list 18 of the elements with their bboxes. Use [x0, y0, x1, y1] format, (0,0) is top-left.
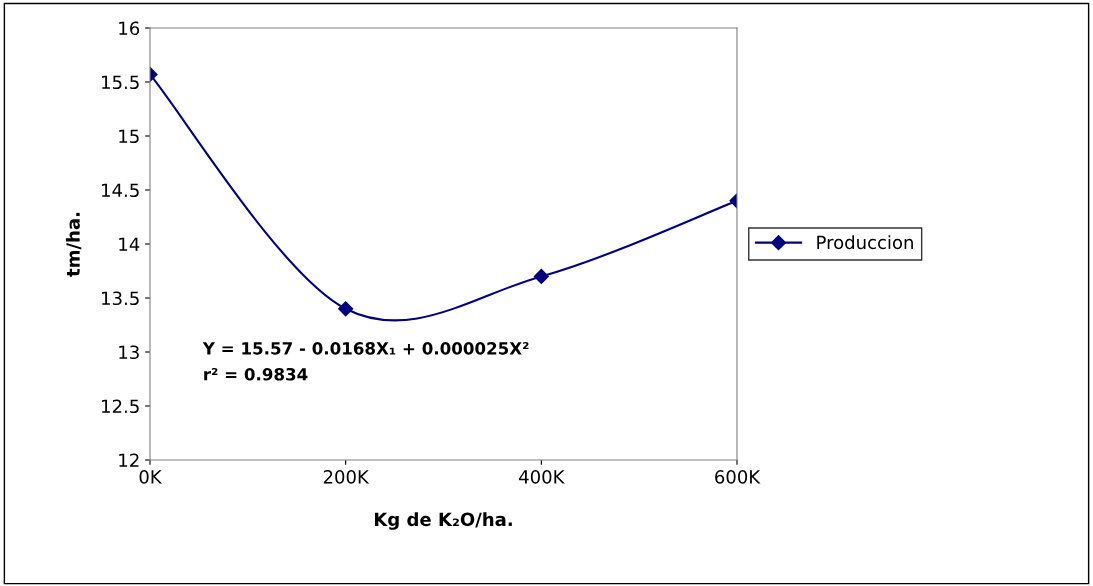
y-tick-label: 15: [119, 129, 139, 144]
y-tick-label: 14: [119, 237, 140, 251]
x-tick-label: 600K: [715, 470, 761, 484]
y-tick-label: 13.5: [102, 291, 139, 306]
annotation: Y = 15.57 - 0.0168X₁ + 0.000025X²: [202, 342, 529, 355]
x-axis-title: Kg de K₂O/ha.: [374, 512, 512, 530]
y-tick-label: 15.5: [102, 75, 139, 90]
x-tick-label: 400K: [519, 470, 565, 484]
x-tick-label: 0K: [139, 470, 163, 484]
legend-label: Produccion: [817, 235, 913, 250]
y-tick-label: 16: [119, 21, 140, 36]
y-axis-title: tm/ha.: [65, 212, 82, 277]
y-tick-label: 12: [119, 453, 139, 467]
y-tick-label: 14.5: [102, 183, 139, 198]
y-tick-label: 13: [119, 345, 139, 360]
x-tick-label: 200K: [323, 470, 370, 484]
y-tick-label: 12.5: [102, 399, 139, 414]
annotation: r² = 0.9834: [204, 367, 308, 381]
